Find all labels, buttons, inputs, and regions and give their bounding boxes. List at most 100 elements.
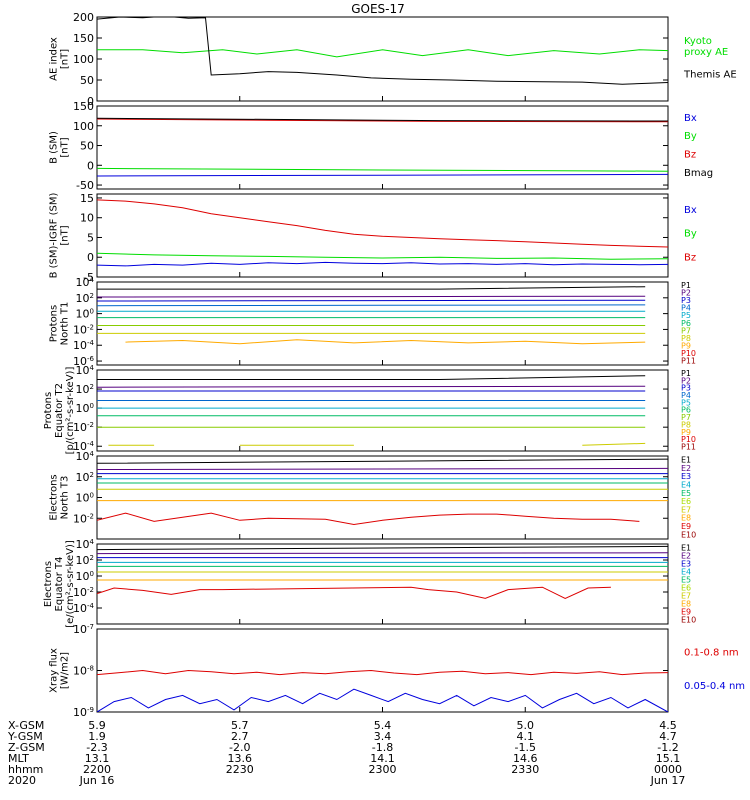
legend-entry: P3 [681,384,691,393]
x-row-value: -1.2 [657,741,678,754]
x-row-value: 2330 [511,763,539,776]
series-line [97,286,646,290]
y-axis-label: ProtonsNorth T1 [49,302,71,346]
y-tick-label: 100 [76,492,94,505]
y-tick-label: 10-2 [73,586,94,599]
y-tick-label: 50 [80,74,94,87]
y-tick-label: 50 [80,140,94,153]
legend-entry: Bz [684,252,696,263]
legend-entry: Bx [684,205,697,216]
legend-entry: Themis AE [683,69,737,80]
legend-entry: P10 [681,435,696,444]
figure-title: GOES-17 [351,2,405,16]
legend-entry: E7 [681,591,691,600]
x-row-label: X-GSM [8,719,44,732]
series-line [97,385,646,388]
legend-entry: E3 [681,559,691,568]
series-line [97,299,646,302]
x-row-label: MLT [8,752,29,765]
x-row-value: 2200 [83,763,111,776]
y-tick-label: 100 [73,120,94,133]
legend-entry: P11 [681,443,696,452]
legend-entry: E3 [681,472,691,481]
legend-entry: E5 [681,575,691,584]
legend-entry: P1 [681,281,691,290]
x-row-value: 2300 [369,763,397,776]
y-tick-label: 104 [76,276,95,289]
legend-entry: P11 [681,356,696,365]
y-tick-label: 104 [76,364,95,377]
series-line [97,545,668,551]
x-row-value: 5.4 [374,719,392,732]
x-row-label: hhmm [8,763,43,776]
y-tick-label: 10-2 [73,512,94,525]
y-axis-label: B (SM)[nT] [49,131,71,164]
legend-entry: E2 [681,551,691,560]
x-row-label: Y-GSM [7,730,43,743]
y-tick-label: 100 [76,570,94,583]
x-row-value: 13.6 [228,752,253,765]
y-tick-label: 10-8 [73,665,94,678]
legend-entry: By [684,131,697,142]
series-line [97,118,668,123]
y-tick-label: 104 [76,450,95,463]
y-tick-label: -5 [83,271,94,284]
legend-entry: 0.1-0.8 nm [684,648,739,659]
x-row-value: Jun 16 [79,774,115,787]
x-axis-table: X-GSM 5.9 5.7 5.4 5.0 4.5 Y-GSM 1.9 2.7 3.4 4.1 4.7… [7,719,685,787]
series-line [97,261,668,267]
panel-frame [96,369,669,452]
x-row-value: -1.5 [515,741,536,754]
y-axis-label: Xray flux[W/m2] [49,648,71,693]
panel-2: -50 0 50 100 150 B (SM)[nT] Bx By Bz Bmag [49,100,714,192]
series-line [97,586,611,599]
legend-entry: E6 [681,497,691,506]
series-line [97,304,646,307]
series-line [97,467,668,470]
y-tick-label: 102 [76,554,94,567]
legend-entry: E10 [681,530,696,539]
legend-entry: P10 [681,349,696,358]
x-row-value: 4.7 [659,730,677,743]
y-tick-label: 0 [87,251,94,264]
legend-entry: P6 [681,406,691,415]
legend-entry: E1 [681,543,691,552]
y-tick-label: 10-2 [73,323,94,336]
legend-entry: Bmag [684,168,713,179]
y-tick-label: 10-4 [73,339,95,352]
legend-entry: P7 [681,326,691,335]
legend-entry: P5 [681,311,691,320]
x-row-value: 0000 [654,763,682,776]
x-row-value: 4.5 [659,719,677,732]
legend-entry: E6 [681,583,691,592]
y-tick-label: 15 [80,192,94,205]
legend-entry: P4 [681,304,691,313]
x-row-value: 3.4 [374,730,392,743]
x-row-value: Jun 17 [650,774,686,787]
series-line [97,173,668,177]
y-tick-label: 150 [73,32,94,45]
legend-entry: Kyoto proxy AE [684,36,728,58]
y-axis-label: ProtonsEquator T2[p/(cm²-s-sr-keV)] [43,367,76,455]
legend-entry: P1 [681,369,691,378]
y-tick-label: 10-4 [73,602,95,615]
x-row-value: 5.7 [231,719,249,732]
x-row-value: 4.1 [517,730,535,743]
x-row-value: 5.0 [517,719,535,732]
legend-entry: P4 [681,391,691,400]
x-row-value: 2.7 [231,730,249,743]
x-row-value: 14.6 [513,752,538,765]
legend-entry: P3 [681,296,691,305]
x-row-value: 2230 [226,763,254,776]
series-line [97,49,668,58]
x-row-value: 14.1 [370,752,395,765]
legend-entry: Bx [684,113,697,124]
legend-entry: P2 [681,289,691,298]
legend-entry: By [684,229,697,240]
legend-entry: P9 [681,341,691,350]
legend-entry: P2 [681,376,691,385]
series-line [97,458,668,464]
